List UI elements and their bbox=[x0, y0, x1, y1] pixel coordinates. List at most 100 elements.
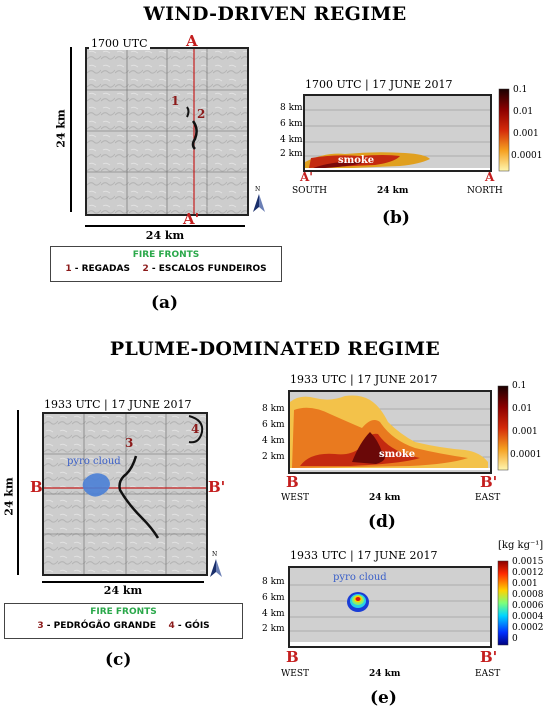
legend-num-1: 1 bbox=[65, 264, 72, 274]
ytick-d-3: 2 km bbox=[262, 452, 285, 462]
dim-horizontal-label-a: 24 km bbox=[145, 229, 185, 242]
cbar-tick-e-5: 0.0004 bbox=[512, 612, 544, 622]
front-label-2: 2 bbox=[197, 107, 206, 121]
ytick-e-1: 6 km bbox=[262, 593, 285, 603]
section-label-end-a: A' bbox=[183, 210, 200, 228]
legend-title-c: FIRE FRONTS bbox=[90, 607, 157, 617]
map-a bbox=[85, 47, 249, 216]
colorbar-b bbox=[498, 88, 510, 172]
caption-a: (a) bbox=[151, 293, 179, 313]
north-arrow-icon-c bbox=[210, 559, 222, 577]
section-right-b: A bbox=[485, 170, 495, 184]
dir-left-e: WEST bbox=[281, 669, 309, 679]
dim-vertical-label-c: 24 km bbox=[2, 477, 16, 516]
plume-label-d: smoke bbox=[379, 449, 416, 460]
front-label-4: 4 bbox=[191, 422, 200, 436]
colorbar-d bbox=[497, 385, 509, 471]
title-b: 1700 UTC | 17 JUNE 2017 bbox=[305, 78, 453, 91]
legend-num-3: 3 bbox=[37, 621, 44, 631]
legend-num-2: 2 bbox=[142, 264, 149, 274]
ytick-b-1: 6 km bbox=[280, 119, 303, 129]
legend-name-2: - ESCALOS FUNDEIROS bbox=[148, 264, 267, 274]
bottom-heading: PLUME-DOMINATED REGIME bbox=[109, 338, 441, 360]
section-left-e: B bbox=[286, 648, 299, 666]
ytick-b-0: 8 km bbox=[280, 103, 303, 113]
plot-b bbox=[303, 94, 492, 172]
front-label-1: 1 bbox=[171, 94, 180, 108]
caption-d: (d) bbox=[368, 512, 396, 532]
ytick-d-2: 4 km bbox=[262, 436, 285, 446]
cbar-tick-e-4: 0.0006 bbox=[512, 601, 544, 611]
cbar-tick-e-3: 0.0008 bbox=[512, 590, 544, 600]
dir-left-b: SOUTH bbox=[292, 186, 327, 196]
caption-c: (c) bbox=[105, 650, 132, 670]
time-label-a: 1700 UTC bbox=[89, 37, 150, 50]
section-label-start-a: A bbox=[186, 32, 198, 50]
xlabel-b: 24 km bbox=[377, 186, 409, 196]
dim-vertical-line-a bbox=[70, 47, 72, 212]
ytick-e-2: 4 km bbox=[262, 609, 285, 619]
top-heading: WIND-DRIVEN REGIME bbox=[143, 3, 407, 25]
plume-label-b: smoke bbox=[338, 155, 375, 166]
colorbar-e bbox=[497, 560, 509, 646]
cbar-tick-b-0: 0.1 bbox=[513, 85, 528, 95]
dir-right-d: EAST bbox=[475, 493, 501, 503]
cbar-tick-d-2: 0.001 bbox=[512, 427, 538, 437]
section-label-start-c: B bbox=[30, 478, 43, 496]
ytick-d-1: 6 km bbox=[262, 420, 285, 430]
map-c bbox=[42, 412, 208, 576]
caption-b: (b) bbox=[382, 208, 410, 228]
ytick-e-3: 2 km bbox=[262, 624, 285, 634]
section-right-e: B' bbox=[480, 648, 498, 666]
legend-a: FIRE FRONTS 1 - REGADAS 2 - ESCALOS FUND… bbox=[50, 246, 282, 282]
cbar-tick-e-1: 0.0012 bbox=[512, 568, 544, 578]
xlabel-d: 24 km bbox=[369, 493, 401, 503]
legend-c: FIRE FRONTS 3 - PEDRÓGÃO GRANDE 4 - GÓIS bbox=[4, 603, 243, 639]
ytick-b-2: 4 km bbox=[280, 135, 303, 145]
north-label-a: N bbox=[255, 186, 261, 193]
cbar-tick-b-2: 0.001 bbox=[513, 129, 539, 139]
cbar-tick-d-0: 0.1 bbox=[512, 381, 527, 391]
dim-horizontal-label-c: 24 km bbox=[103, 584, 143, 597]
xlabel-e: 24 km bbox=[369, 669, 401, 679]
cbar-tick-d-3: 0.0001 bbox=[510, 450, 542, 460]
dim-horizontal-line-c bbox=[42, 581, 204, 583]
section-left-b: A' bbox=[300, 170, 313, 184]
dim-horizontal-line-a bbox=[85, 225, 245, 227]
ytick-d-0: 8 km bbox=[262, 404, 285, 414]
title-c: 1933 UTC | 17 JUNE 2017 bbox=[44, 398, 192, 411]
cbar-tick-b-3: 0.0001 bbox=[511, 151, 543, 161]
dir-right-e: EAST bbox=[475, 669, 501, 679]
cloud-label-c: pyro cloud bbox=[67, 456, 121, 467]
dir-left-d: WEST bbox=[281, 493, 309, 503]
legend-name-1: - REGADAS bbox=[71, 264, 130, 274]
north-label-c: N bbox=[212, 551, 218, 558]
section-left-d: B bbox=[286, 473, 299, 491]
legend-title-a: FIRE FRONTS bbox=[132, 250, 200, 260]
legend-num-4: 4 bbox=[168, 621, 175, 631]
section-label-end-c: B' bbox=[208, 478, 226, 496]
cbar-tick-e-6: 0.0002 bbox=[512, 623, 544, 633]
title-e: 1933 UTC | 17 JUNE 2017 bbox=[290, 549, 438, 562]
plot-e bbox=[288, 566, 492, 648]
section-right-d: B' bbox=[480, 473, 498, 491]
title-d: 1933 UTC | 17 JUNE 2017 bbox=[290, 373, 438, 386]
cbar-tick-e-2: 0.001 bbox=[512, 579, 538, 589]
legend-items-a: 1 - REGADAS 2 - ESCALOS FUNDEIROS bbox=[51, 264, 281, 274]
plot-d bbox=[288, 390, 492, 474]
ytick-e-0: 8 km bbox=[262, 577, 285, 587]
cbar-tick-b-1: 0.01 bbox=[513, 107, 534, 117]
cbar-tick-e-0: 0.0015 bbox=[512, 557, 544, 567]
legend-name-3: - PEDRÓGÃO GRANDE bbox=[43, 621, 156, 631]
legend-items-c: 3 - PEDRÓGÃO GRANDE 4 - GÓIS bbox=[5, 621, 242, 631]
cbar-tick-d-1: 0.01 bbox=[512, 404, 533, 414]
cloud-label-e: pyro cloud bbox=[333, 572, 387, 583]
dim-vertical-label-a: 24 km bbox=[54, 109, 68, 148]
dim-vertical-line-c bbox=[17, 410, 19, 575]
north-arrow-icon bbox=[253, 194, 265, 212]
legend-name-4: - GÓIS bbox=[174, 621, 210, 631]
cbar-tick-e-7: 0 bbox=[512, 634, 518, 644]
caption-e: (e) bbox=[370, 688, 397, 708]
cbar-unit-e: [kg kg⁻¹] bbox=[498, 540, 544, 551]
dir-right-b: NORTH bbox=[467, 186, 503, 196]
